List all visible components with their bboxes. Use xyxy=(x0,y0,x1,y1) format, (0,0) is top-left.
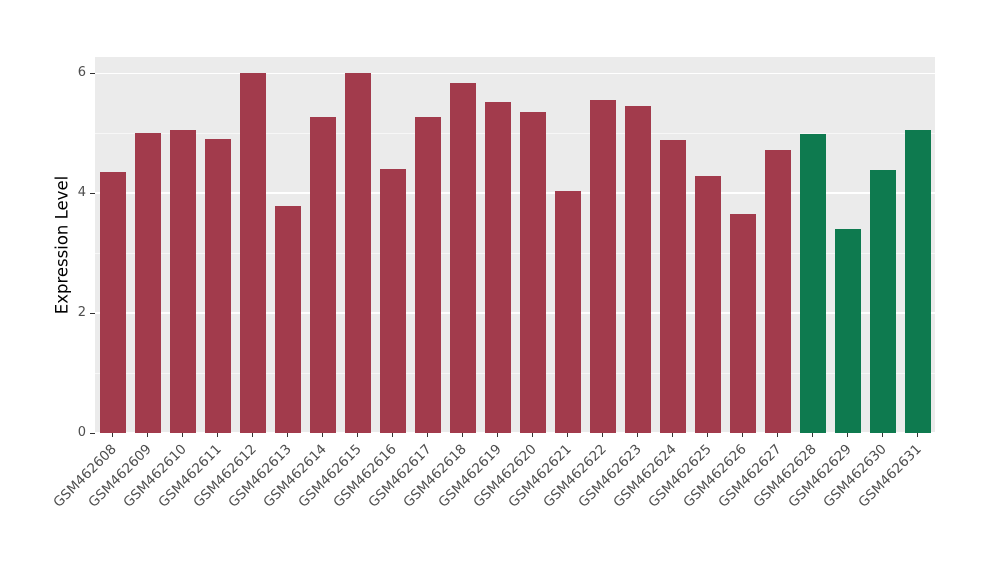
bar-GSM462619 xyxy=(484,101,511,433)
bar-GSM462614 xyxy=(309,116,336,433)
bar-GSM462621 xyxy=(554,191,581,433)
x-axis-tick-mark xyxy=(882,433,883,437)
bar-GSM462608 xyxy=(99,172,126,433)
x-axis-tick-mark xyxy=(847,433,848,437)
x-axis-tick-mark xyxy=(672,433,673,437)
bar-GSM462631 xyxy=(904,130,931,433)
gridlines-layer xyxy=(95,57,935,434)
bar-GSM462612 xyxy=(239,73,266,433)
x-axis-tick-mark xyxy=(777,433,778,437)
bar-GSM462613 xyxy=(274,206,301,433)
y-axis-tick-mark xyxy=(90,312,95,314)
bars-layer xyxy=(95,57,935,433)
y-axis-tick-label: 2 xyxy=(77,305,86,321)
y-axis-tick-label: 6 xyxy=(77,65,86,81)
x-axis-tick-mark xyxy=(742,433,743,437)
gridline-minor xyxy=(95,372,935,374)
bar-GSM462630 xyxy=(869,170,896,433)
y-axis-tick-label: 4 xyxy=(77,185,86,201)
gridline-minor xyxy=(95,252,935,254)
bar-GSM462609 xyxy=(134,133,161,433)
x-axis-tick-mark xyxy=(427,433,428,437)
x-axis-tick-mark xyxy=(392,433,393,437)
bar-GSM462611 xyxy=(204,139,231,433)
y-axis-tick-mark xyxy=(90,432,95,434)
bar-GSM462629 xyxy=(834,229,861,433)
bar-GSM462618 xyxy=(449,83,476,433)
bar-GSM462628 xyxy=(799,134,826,433)
x-axis-tick-mark xyxy=(217,433,218,437)
gridline-major xyxy=(95,432,935,434)
chart-panel xyxy=(95,57,935,434)
bar-GSM462616 xyxy=(379,169,406,433)
x-axis-tick-mark xyxy=(707,433,708,437)
gridline-major xyxy=(95,312,935,314)
gridline-major xyxy=(95,192,935,194)
bar-GSM462615 xyxy=(344,73,371,433)
y-axis-tick-label: 0 xyxy=(77,425,86,440)
x-axis-tick-mark xyxy=(637,433,638,437)
bar-GSM462610 xyxy=(169,130,196,433)
bar-GSM462623 xyxy=(624,106,651,433)
x-axis-tick-mark xyxy=(147,433,148,437)
x-axis-tick-mark xyxy=(322,433,323,437)
x-axis-tick-mark xyxy=(112,433,113,437)
gridline-major xyxy=(95,72,935,74)
y-axis-tick-mark xyxy=(90,72,95,74)
bar-GSM462624 xyxy=(659,140,686,433)
bar-GSM462622 xyxy=(589,100,616,433)
bar-GSM462626 xyxy=(729,214,756,433)
x-axis-tick-mark xyxy=(357,433,358,437)
x-axis-tick-mark xyxy=(497,433,498,437)
bar-GSM462627 xyxy=(764,149,791,433)
x-axis-tick-mark xyxy=(462,433,463,437)
x-axis-tick-mark xyxy=(287,433,288,437)
bar-GSM462617 xyxy=(414,116,441,433)
gridline-minor xyxy=(95,132,935,134)
x-axis-tick-mark xyxy=(602,433,603,437)
bar-GSM462620 xyxy=(519,112,546,433)
x-axis-tick-mark xyxy=(567,433,568,437)
bar-GSM462625 xyxy=(694,176,721,433)
x-axis-tick-mark xyxy=(812,433,813,437)
x-axis-tick-mark xyxy=(252,433,253,437)
x-axis-tick-mark xyxy=(182,433,183,437)
x-axis-tick-mark xyxy=(532,433,533,437)
x-axis-tick-mark xyxy=(917,433,918,437)
y-axis-tick-mark xyxy=(90,192,95,194)
